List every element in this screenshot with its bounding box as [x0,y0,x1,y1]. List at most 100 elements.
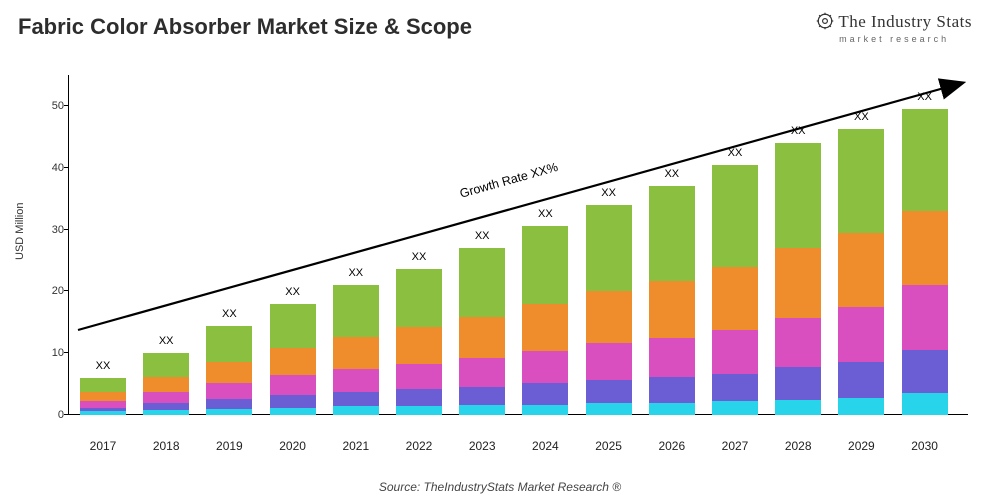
bar-segment [775,318,821,367]
brand-tagline: market research [816,34,972,44]
bar-value-label: XX [459,230,505,242]
bar-value-label: XX [206,308,252,320]
bar-segment [396,389,442,406]
x-tick: 2025 [586,439,632,453]
brand-logo: The Industry Stats market research [816,12,972,44]
bar-segment [459,387,505,406]
bar-segment [143,403,189,410]
bar-segment [838,233,884,308]
bar-segment [649,377,695,402]
y-tick: 40 [40,162,64,174]
bar-segment [206,399,252,409]
bar-segment [80,392,126,401]
bar-segment [522,226,568,304]
bar-segment [270,375,316,395]
bar-segment [143,410,189,415]
x-tick: 2022 [396,439,442,453]
y-tick: 10 [40,347,64,359]
bar-value-label: XX [333,267,379,279]
bar-segment [902,285,948,350]
bar-segment [143,377,189,392]
x-tick: 2028 [775,439,821,453]
source-caption: Source: TheIndustryStats Market Research… [0,480,1000,494]
bar-value-label: XX [902,91,948,103]
bar-segment [270,304,316,349]
bar-segment [396,269,442,327]
bar-segment [649,338,695,378]
x-tick: 2030 [902,439,948,453]
bar-segment [396,364,442,389]
bar-segment [712,267,758,331]
bar-segment [143,392,189,403]
bar-value-label: XX [838,111,884,123]
x-tick: 2029 [838,439,884,453]
bar-segment [143,353,189,376]
bar-segment [902,393,948,415]
bar-value-label: XX [396,251,442,263]
bar-group: XX [270,304,316,415]
bar-group: XX [586,205,632,415]
bar-group: XX [396,269,442,415]
bar-group: XX [522,226,568,415]
x-tick: 2020 [270,439,316,453]
bar-value-label: XX [649,168,695,180]
brand-name: The Industry Stats [816,12,972,32]
brand-text: The Industry Stats [838,12,972,31]
x-tick: 2026 [649,439,695,453]
bar-segment [838,398,884,415]
bar-value-label: XX [143,335,189,347]
bar-segment [902,211,948,285]
bar-segment [586,291,632,343]
bar-segment [206,326,252,362]
y-axis-line [68,75,69,415]
x-tick: 2018 [143,439,189,453]
bar-segment [586,343,632,379]
bar-segment [396,327,442,363]
bar-segment [80,378,126,392]
bar-segment [333,337,379,369]
bar-segment [712,330,758,373]
bar-segment [712,374,758,402]
bar-value-label: XX [270,286,316,298]
bar-segment [775,400,821,415]
bar-group: XX [838,129,884,415]
bar-segment [333,369,379,391]
bar-value-label: XX [712,147,758,159]
bar-group: XX [649,186,695,415]
bar-segment [270,395,316,407]
y-tick: 0 [40,409,64,421]
bar-segment [396,406,442,415]
bar-group: XX [712,165,758,415]
bar-segment [712,401,758,415]
bar-segment [649,186,695,281]
bar-segment [902,109,948,211]
bars-area: XXXXXXXXXXXXXXXXXXXXXXXXXXXX [70,75,970,415]
bar-segment [459,358,505,386]
bar-segment [333,285,379,337]
bar-segment [838,129,884,232]
y-tick: 50 [40,100,64,112]
bar-segment [80,411,126,415]
bar-segment [459,248,505,317]
bar-segment [902,350,948,393]
bar-group: XX [143,353,189,415]
bar-segment [522,304,568,351]
bar-segment [459,317,505,358]
bar-value-label: XX [522,208,568,220]
x-tick: 2023 [459,439,505,453]
bar-segment [522,351,568,383]
bar-segment [206,383,252,399]
bar-segment [775,248,821,318]
bar-segment [206,362,252,383]
chart-title: Fabric Color Absorber Market Size & Scop… [18,14,472,40]
y-axis-label: USD Million [14,203,26,260]
x-tick: 2017 [80,439,126,453]
bar-value-label: XX [80,360,126,372]
bar-segment [838,362,884,398]
bar-group: XX [775,143,821,415]
bar-segment [270,408,316,415]
bar-segment [775,367,821,399]
bar-group: XX [206,326,252,415]
bar-segment [775,143,821,248]
y-tick: 30 [40,224,64,236]
